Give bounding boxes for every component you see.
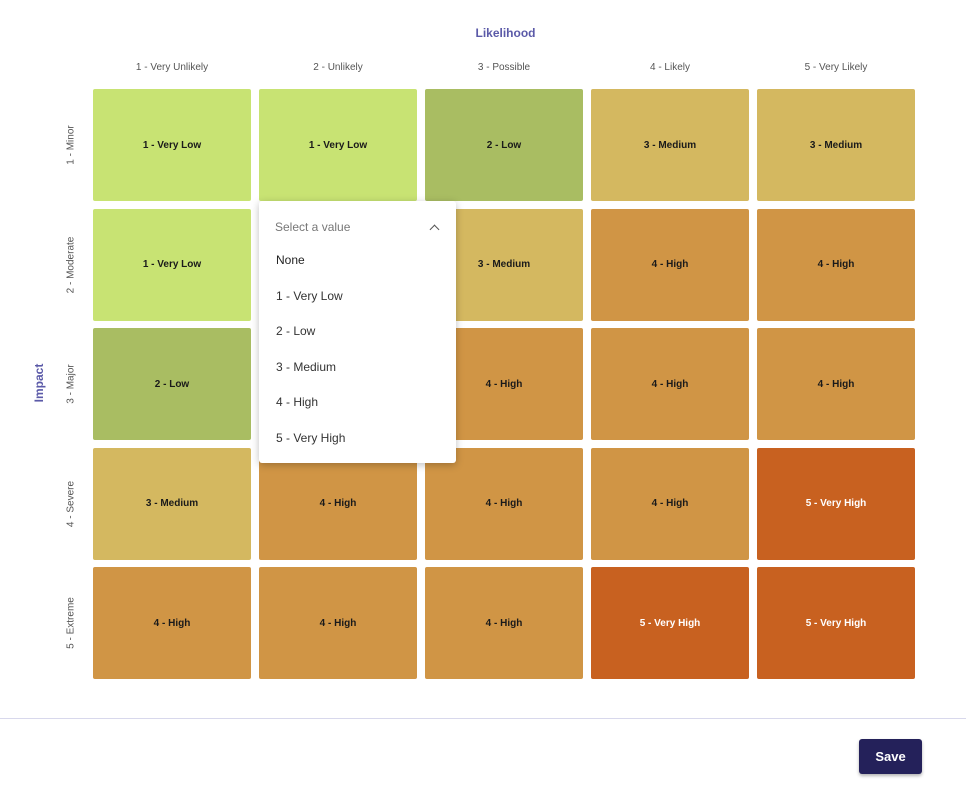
likelihood-axis-title: Likelihood	[475, 26, 536, 40]
risk-level-dropdown: Select a value None 1 - Very Low 2 - Low…	[259, 201, 456, 463]
dropdown-select-header[interactable]: Select a value	[275, 219, 440, 235]
row-header: 1 - Minor	[62, 89, 80, 201]
dropdown-option-none[interactable]: None	[276, 253, 305, 267]
risk-cell[interactable]: 5 - Very High	[757, 447, 915, 560]
dropdown-option-low[interactable]: 2 - Low	[276, 324, 316, 338]
risk-cell[interactable]: 5 - Very High	[757, 567, 915, 679]
column-header: 3 - Possible	[477, 62, 531, 73]
dropdown-option-very-high[interactable]: 5 - Very High	[276, 430, 346, 445]
dropdown-option-high[interactable]: 4 - High	[276, 395, 319, 409]
column-header: 5 - Very Likely	[804, 62, 868, 73]
risk-cell[interactable]: 4 - High	[757, 208, 915, 321]
dropdown-options-list: None 1 - Very Low 2 - Low 3 - Medium 4 -…	[259, 243, 456, 456]
risk-cell[interactable]: 3 - Medium	[93, 447, 251, 560]
risk-cell[interactable]: 4 - High	[591, 447, 749, 560]
risk-cell[interactable]: 1 - Very Low	[93, 89, 251, 201]
risk-cell[interactable]: 5 - Very High	[591, 567, 749, 679]
chevron-up-icon	[429, 224, 440, 234]
column-header: 2 - Unlikely	[313, 62, 363, 73]
likelihood-column-headers: 1 - Very Unlikely 2 - Unlikely 3 - Possi…	[93, 62, 918, 76]
risk-cell[interactable]: 4 - High	[259, 447, 417, 560]
row-header: 2 - Moderate	[62, 209, 80, 321]
dropdown-option-very-low[interactable]: 1 - Very Low	[276, 288, 343, 303]
risk-cell[interactable]: 2 - Low	[93, 328, 251, 440]
dropdown-placeholder: Select a value	[275, 220, 351, 234]
impact-axis-title: Impact	[32, 363, 46, 403]
risk-cell[interactable]: 4 - High	[259, 567, 417, 679]
row-header: 4 - Severe	[62, 448, 80, 560]
risk-cell[interactable]: 1 - Very Low	[259, 89, 417, 201]
risk-cell[interactable]: 4 - High	[93, 567, 251, 679]
save-button[interactable]: Save	[859, 739, 922, 774]
risk-matrix-grid: 1 - Very Low 1 - Very Low 2 - Low 3 - Mediu…	[93, 89, 918, 679]
risk-cell[interactable]: 2 - Low	[425, 89, 583, 201]
risk-cell[interactable]: 4 - High	[757, 328, 915, 440]
dropdown-option-medium[interactable]: 3 - Medium	[276, 359, 337, 374]
row-header: 5 - Extreme	[62, 567, 80, 679]
risk-cell[interactable]: 4 - High	[425, 567, 583, 679]
row-header-label: 2 - Moderate	[65, 236, 77, 293]
row-header-label: 5 - Extreme	[65, 597, 77, 649]
risk-cell[interactable]: 3 - Medium	[591, 89, 749, 201]
row-header-label: 4 - Severe	[65, 480, 77, 527]
column-header: 1 - Very Unlikely	[135, 62, 209, 73]
risk-cell[interactable]: 3 - Medium	[757, 89, 915, 201]
row-header-label: 3 - Major	[65, 364, 77, 404]
row-header: 3 - Major	[62, 328, 80, 440]
risk-cell[interactable]: 4 - High	[591, 208, 749, 321]
row-header-label: 1 - Minor	[65, 125, 77, 165]
risk-cell[interactable]: 4 - High	[591, 328, 749, 440]
risk-cell[interactable]: 1 - Very Low	[93, 208, 251, 321]
column-header: 4 - Likely	[649, 62, 690, 73]
footer-divider	[0, 718, 966, 719]
impact-row-headers: 1 - Minor 2 - Moderate 3 - Major 4 - Sev…	[62, 89, 80, 679]
risk-cell[interactable]: 4 - High	[425, 447, 583, 560]
